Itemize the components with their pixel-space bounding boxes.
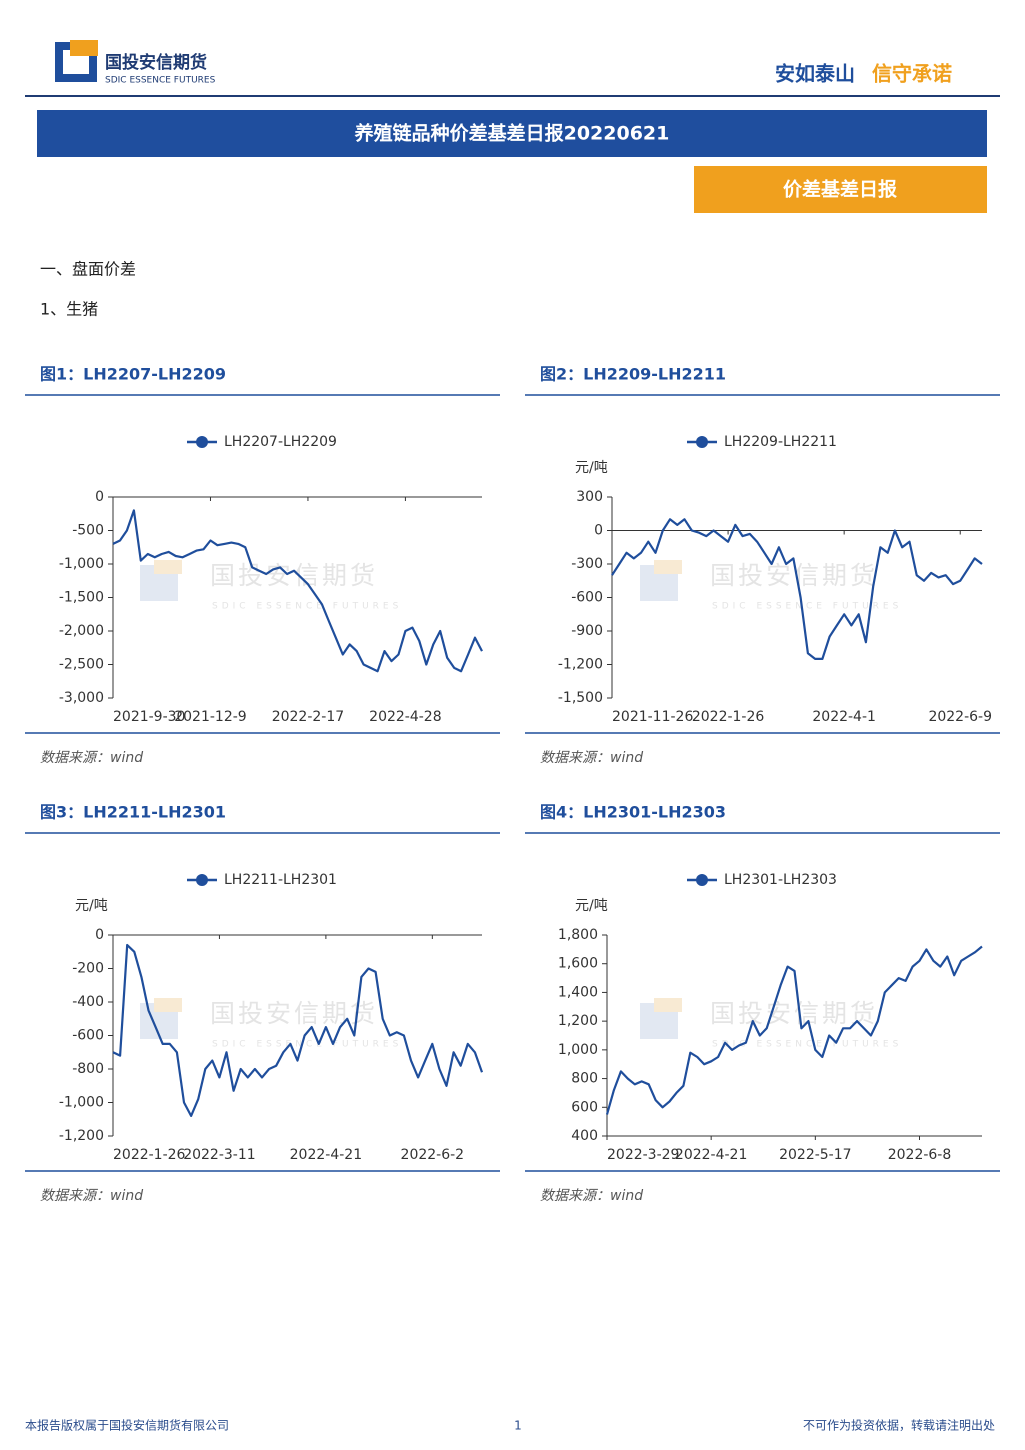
x-tick-label: 2022-4-28 [369, 709, 441, 725]
watermark-mark [154, 560, 182, 574]
y-tick-label: 400 [571, 1128, 598, 1144]
logo-mark [70, 40, 98, 56]
x-tick-label: 2022-5-17 [779, 1147, 851, 1163]
watermark-mark [654, 560, 682, 574]
page-number: 1 [514, 1419, 522, 1433]
watermark-en: SDIC ESSENCE FUTURES [212, 602, 402, 612]
x-tick-label: 2022-4-21 [290, 1147, 362, 1163]
x-tick-label: 2022-6-2 [401, 1147, 465, 1163]
y-tick-label: 0 [95, 927, 104, 943]
x-tick-label: 2022-3-29 [607, 1147, 679, 1163]
data-line [605, 945, 983, 1115]
watermark-mark [154, 998, 182, 1012]
subsection-heading: 1、生猪 [40, 300, 98, 319]
y-tick-label: 300 [576, 489, 603, 505]
watermark-en: SDIC ESSENCE FUTURES [212, 1040, 402, 1050]
y-tick-label: -800 [72, 1061, 104, 1077]
footer-left: 本报告版权属于国投安信期货有限公司 [25, 1418, 229, 1433]
y-tick-label: 800 [571, 1071, 598, 1087]
x-tick-label: 2022-2-17 [272, 709, 344, 725]
y-tick-label: -300 [571, 556, 603, 572]
x-tick-label: 2022-3-11 [183, 1147, 255, 1163]
y-tick-label: -1,000 [59, 1095, 104, 1111]
y-tick-label: -2,500 [59, 657, 104, 673]
y-tick-label: -500 [72, 523, 104, 539]
y-tick-label: -200 [72, 961, 104, 977]
watermark-mark [654, 998, 682, 1012]
y-tick-label: -600 [571, 590, 603, 606]
y-unit: 元/吨 [575, 460, 608, 476]
y-tick-label: -1,200 [558, 657, 603, 673]
slogan: 安如泰山 [775, 62, 855, 86]
x-tick-label: 2022-4-1 [812, 709, 876, 725]
y-tick-label: -400 [72, 994, 104, 1010]
y-tick-label: 1,000 [558, 1042, 598, 1058]
x-tick-label: 2022-6-9 [928, 709, 992, 725]
legend-marker [696, 436, 708, 448]
watermark: 国投安信期货 [210, 561, 378, 590]
x-tick-label: 2022-6-8 [888, 1147, 952, 1163]
y-tick-label: -2,000 [59, 623, 104, 639]
watermark: 国投安信期货 [710, 561, 878, 590]
legend-label: LH2211-LH2301 [224, 872, 337, 888]
y-tick-label: 600 [571, 1099, 598, 1115]
slogan: 信守承诺 [872, 62, 952, 86]
data-source: 数据来源：wind [540, 750, 643, 766]
y-unit: 元/吨 [575, 898, 608, 914]
figure-caption: 图4：LH2301-LH2303 [540, 803, 726, 822]
y-tick-label: 0 [594, 523, 603, 539]
logo-text-en: SDIC ESSENCE FUTURES [105, 76, 216, 86]
legend-marker [196, 874, 208, 886]
data-line [611, 518, 983, 660]
watermark-en: SDIC ESSENCE FUTURES [712, 602, 902, 612]
section-heading: 一、盘面价差 [40, 260, 136, 279]
watermark: 国投安信期货 [210, 999, 378, 1028]
x-tick-label: 2022-1-26 [692, 709, 765, 725]
x-tick-label: 2022-1-26 [113, 1147, 186, 1163]
watermark-en: SDIC ESSENCE FUTURES [712, 1040, 902, 1050]
y-tick-label: -900 [571, 623, 603, 639]
y-tick-label: -1,000 [59, 556, 104, 572]
title-banner [37, 110, 987, 157]
figure-caption: 图1：LH2207-LH2209 [40, 365, 226, 384]
legend-marker [696, 874, 708, 886]
legend-label: LH2301-LH2303 [724, 872, 837, 888]
data-source: 数据来源：wind [40, 750, 143, 766]
data-source: 数据来源：wind [40, 1188, 143, 1204]
footer-right: 不可作为投资依据，转载请注明出处 [803, 1418, 995, 1433]
x-tick-label: 2021-12-9 [174, 709, 246, 725]
y-tick-label: -600 [72, 1028, 104, 1044]
x-tick-label: 2021-11-26 [612, 709, 693, 725]
legend-label: LH2209-LH2211 [724, 434, 837, 450]
tag-box [694, 166, 987, 213]
legend-label: LH2207-LH2209 [224, 434, 337, 450]
y-tick-label: 1,600 [558, 956, 598, 972]
data-line [112, 509, 483, 673]
y-tick-label: -3,000 [59, 690, 104, 706]
y-tick-label: 1,400 [558, 984, 598, 1000]
data-source: 数据来源：wind [540, 1188, 643, 1204]
data-line [112, 943, 484, 1117]
y-tick-label: 1,800 [558, 927, 598, 943]
title: 养殖链品种价差基差日报20220621 [354, 122, 670, 145]
x-tick-label: 2022-4-21 [675, 1147, 747, 1163]
x-tick-label: 2021-9-30 [113, 709, 185, 725]
y-unit: 元/吨 [75, 898, 108, 914]
logo-text: 国投安信期货 [105, 52, 207, 73]
y-tick-label: -1,500 [59, 590, 104, 606]
figure-caption: 图2：LH2209-LH2211 [540, 365, 726, 384]
y-tick-label: -1,500 [558, 690, 603, 706]
figure-caption: 图3：LH2211-LH2301 [40, 803, 226, 822]
y-tick-label: 0 [95, 489, 104, 505]
legend-marker [196, 436, 208, 448]
watermark: 国投安信期货 [710, 999, 878, 1028]
y-tick-label: 1,200 [558, 1013, 598, 1029]
y-tick-label: -1,200 [59, 1128, 104, 1144]
tag: 价差基差日报 [783, 178, 897, 201]
